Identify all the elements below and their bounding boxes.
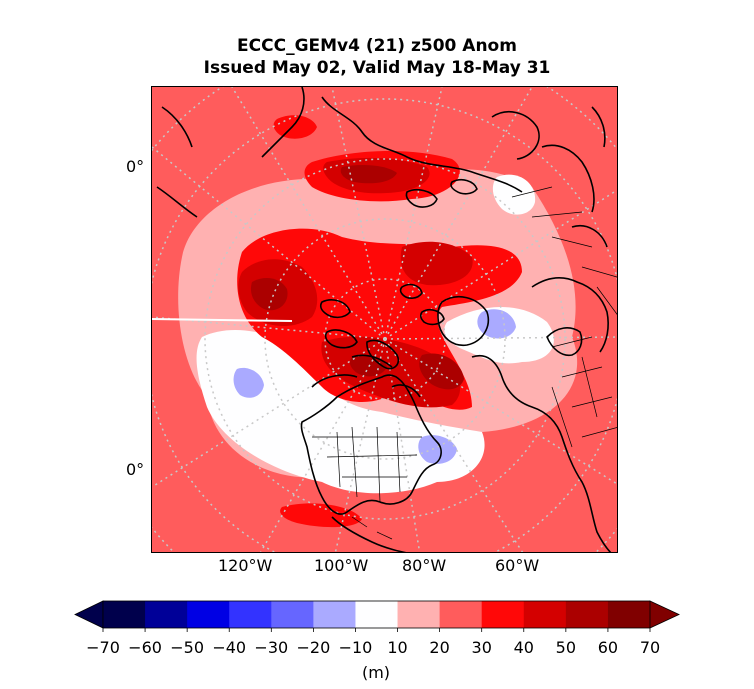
lat-label-lower: 0° [126,460,145,479]
anomaly-contour-neg-20-10 [418,435,457,464]
colorbar-cell [187,601,230,628]
anomaly-contour-30-40 [280,503,362,528]
colorbar-cell [145,601,188,628]
lon-label-100w: 100°W [314,556,369,575]
colorbar-cell [565,601,609,628]
colorbar-tick-label: 70 [639,638,661,657]
graticule [152,87,617,552]
lon-label-120w: 120°W [218,556,273,575]
colorbar-tick-label: −40 [212,638,247,657]
colorbar-tick-label: −30 [254,638,289,657]
colorbar-tick-label: 20 [429,638,450,657]
colorbar-cell [607,601,651,628]
anomaly-contour-50-60 [349,355,387,377]
lat-label-upper: 0° [126,157,145,176]
anomaly-map [152,87,617,552]
dateline-seam [152,318,293,322]
colorbar-cell [439,601,483,628]
colorbar-cell [313,601,356,628]
anomaly-contour-near-zero [196,329,485,494]
colorbar-cell [397,601,441,628]
colorbar-tick-label: −10 [338,638,373,657]
colorbar-tick-label: −70 [86,638,120,657]
colorbar-tick-label: −50 [170,638,205,657]
anomaly-contour-50-60 [340,165,397,184]
colorbar-tick-label: −60 [128,638,162,657]
anomaly-contour-40-50 [400,241,473,286]
colorbar-tick-label: 30 [471,638,492,657]
colorbar-cell [355,601,399,628]
colorbar-cell [523,601,567,628]
colorbar-cell [481,601,525,628]
borders [312,186,617,540]
colorbar-cell [271,601,314,628]
colorbar-cell [103,601,146,628]
colorbar-frame [102,600,651,629]
colorbar-tick-label: 50 [555,638,577,657]
anomaly-contour-50-60 [250,277,288,311]
colorbar-units: (m) [361,663,391,682]
colorbar-extend-low [74,600,104,629]
anomaly-contour-near-zero [492,174,536,215]
colorbar-cell [229,601,272,628]
lon-label-60w: 60°W [495,556,540,575]
colorbar-extend-high [649,600,680,629]
colorbar-tick-label: 60 [597,638,619,657]
colorbar-tick-label: 40 [513,638,534,657]
anomaly-contour-neg-20-10 [477,309,516,339]
map-panel [151,86,618,553]
map-subtitle: Issued May 02, Valid May 18-May 31 [203,58,551,78]
lon-label-80w: 80°W [402,556,447,575]
map-title: ECCC_GEMv4 (21) z500 Anom [237,36,517,56]
anomaly-contour-neg-20-10 [233,367,264,398]
anomaly-contour-50-60 [419,353,464,390]
colorbar-tick-label: −20 [296,638,331,657]
colorbar-tick-label: 10 [387,638,408,657]
coastlines [156,87,612,552]
